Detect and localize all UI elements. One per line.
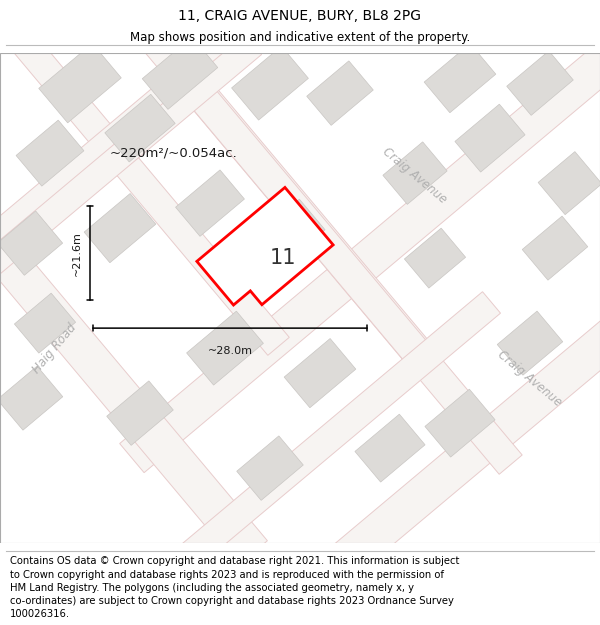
Polygon shape: [284, 339, 356, 408]
Polygon shape: [0, 34, 262, 312]
Polygon shape: [0, 366, 63, 430]
Text: ~28.0m: ~28.0m: [208, 346, 253, 356]
Polygon shape: [507, 51, 573, 116]
Polygon shape: [197, 188, 333, 305]
Polygon shape: [11, 31, 289, 356]
Text: Haig Road: Haig Road: [31, 321, 80, 376]
Polygon shape: [14, 293, 76, 353]
Polygon shape: [237, 436, 303, 501]
Polygon shape: [497, 311, 563, 375]
Polygon shape: [100, 292, 500, 625]
Polygon shape: [0, 81, 268, 565]
Polygon shape: [307, 61, 373, 126]
Text: Contains OS data © Crown copyright and database right 2021. This information is : Contains OS data © Crown copyright and d…: [10, 556, 460, 619]
Polygon shape: [142, 37, 218, 109]
Polygon shape: [187, 311, 263, 385]
Text: Craig Avenue: Craig Avenue: [496, 348, 565, 409]
Polygon shape: [424, 44, 496, 112]
Polygon shape: [84, 194, 156, 262]
Text: 11, CRAIG AVENUE, BURY, BL8 2PG: 11, CRAIG AVENUE, BURY, BL8 2PG: [179, 9, 421, 23]
Polygon shape: [0, 211, 62, 275]
Polygon shape: [355, 414, 425, 482]
Polygon shape: [0, 0, 437, 371]
Text: ~220m²/~0.054ac.: ~220m²/~0.054ac.: [110, 147, 238, 159]
Polygon shape: [232, 46, 308, 120]
Polygon shape: [0, 0, 380, 254]
Polygon shape: [39, 43, 121, 123]
Polygon shape: [105, 94, 175, 162]
Polygon shape: [255, 199, 325, 267]
Polygon shape: [404, 228, 466, 288]
Polygon shape: [522, 216, 588, 280]
Text: Craig Avenue: Craig Avenue: [380, 144, 449, 206]
Text: ~21.6m: ~21.6m: [72, 231, 82, 276]
Polygon shape: [119, 0, 600, 472]
Polygon shape: [383, 142, 447, 204]
Text: Map shows position and indicative extent of the property.: Map shows position and indicative extent…: [130, 31, 470, 44]
Polygon shape: [425, 389, 495, 457]
Polygon shape: [176, 170, 244, 236]
Polygon shape: [239, 174, 600, 625]
Polygon shape: [178, 72, 522, 474]
Polygon shape: [16, 120, 84, 186]
Polygon shape: [538, 152, 600, 214]
Text: 11: 11: [270, 248, 296, 268]
Polygon shape: [455, 104, 525, 172]
Polygon shape: [107, 381, 173, 446]
